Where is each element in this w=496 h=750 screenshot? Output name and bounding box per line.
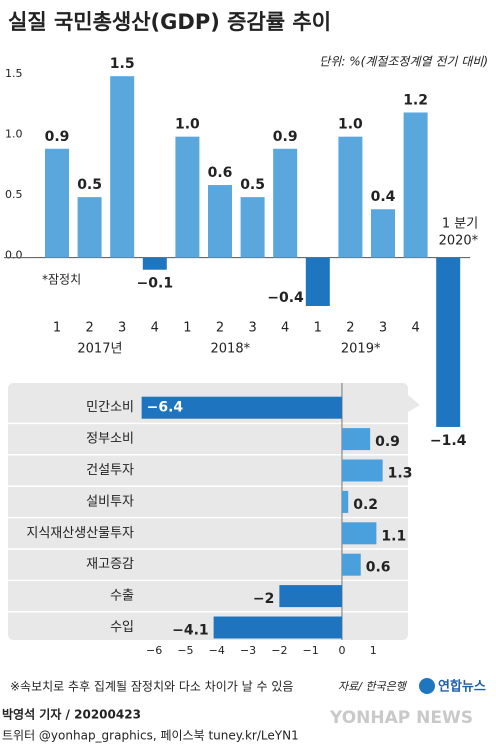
x-tick-label: −4 [209, 644, 225, 657]
bar [213, 616, 342, 639]
x-tick-label: 3 [379, 321, 387, 336]
x-tick-label: −3 [240, 644, 256, 657]
panel [8, 383, 420, 640]
x-tick-label: 1 분기 [442, 217, 478, 232]
footnote: ※속보치로 추후 집계될 잠정치와 다소 차이가 날 수 있음 [10, 680, 293, 694]
value-label: −2 [253, 591, 274, 607]
y-tick-label: 0.0 [5, 249, 23, 262]
bar [141, 396, 342, 419]
x-tick-label: 4 [151, 321, 159, 336]
bar [240, 197, 265, 258]
year-label: 2019* [341, 342, 381, 357]
y-tick-label: 1.0 [5, 128, 23, 141]
category-label: 수입 [110, 620, 134, 635]
category-label: 정부소비 [86, 432, 134, 447]
x-tick-label: −6 [146, 644, 162, 657]
x-tick-label: 1 [314, 321, 322, 336]
byline: 박영석 기자 / 20200423 [2, 707, 141, 722]
value-label: 0.5 [240, 177, 265, 193]
x-tick-label: −2 [271, 644, 287, 657]
x-tick-label: 3 [248, 321, 256, 336]
value-label: −4.1 [172, 623, 209, 639]
category-label: 재고증감 [86, 557, 134, 572]
category-label: 수출 [110, 589, 134, 604]
value-label: −0.1 [137, 276, 174, 292]
value-label: 0.6 [208, 165, 233, 181]
bar [175, 136, 200, 258]
value-label: −0.4 [267, 290, 304, 306]
value-label: 0.6 [366, 560, 391, 576]
value-label: 1.2 [403, 92, 428, 108]
y-tick-label: 1.5 [5, 67, 23, 80]
x-tick-label: 1 [370, 644, 377, 657]
bar [273, 148, 298, 258]
year-label: 2017년 [77, 342, 122, 357]
source: 자료/ 한국은행 [338, 680, 408, 693]
value-label: 1.0 [338, 117, 363, 133]
bar [403, 112, 428, 258]
category-label: 설비투자 [86, 494, 134, 509]
y-tick-label: 0.5 [5, 188, 23, 201]
bar [341, 522, 377, 545]
value-label: −1.4 [430, 433, 467, 449]
bar [341, 553, 361, 576]
x-tick-label: 4 [281, 321, 289, 336]
value-label: 0.9 [273, 129, 298, 145]
value-label: 1.3 [388, 466, 413, 482]
bar [142, 257, 167, 270]
bar [341, 428, 371, 451]
x-tick-label: 4 [411, 321, 419, 336]
bar [371, 209, 395, 258]
category-label: 민간소비 [86, 400, 134, 415]
bar [341, 459, 383, 482]
x-tick-label: 1 [183, 321, 191, 336]
value-label: 1.0 [175, 117, 200, 133]
category-label: 지식재산생산물투자 [26, 526, 134, 541]
bar [45, 148, 69, 258]
subtitle: 단위: %(계절조정계열 전기 대비) [319, 55, 488, 69]
x-tick-label: −5 [177, 644, 193, 657]
value-label: −6.4 [147, 400, 184, 416]
x-tick-label: 2 [216, 321, 224, 336]
bar [341, 490, 349, 513]
value-label: 0.2 [353, 497, 378, 513]
x-tick-label: 0 [338, 644, 345, 657]
annotation: *잠정치 [42, 273, 81, 287]
value-label: 0.9 [45, 129, 70, 145]
x-tick-label: 2 [346, 321, 354, 336]
x-tick-label: 2 [85, 321, 93, 336]
value-label: 1.1 [381, 528, 406, 544]
logo: 연합뉴스 [438, 679, 486, 695]
bar [208, 185, 232, 258]
x-tick-label: −1 [303, 644, 319, 657]
bar [110, 76, 135, 258]
value-label: 0.9 [375, 434, 400, 450]
category-label: 건설투자 [86, 463, 134, 478]
bar [305, 257, 330, 306]
x-tick-label: 1 [53, 321, 61, 336]
social: 트위터 @yonhap_graphics, 페이스북 tuney.kr/LeYN… [2, 729, 299, 743]
value-label: 0.5 [77, 177, 102, 193]
bar [279, 585, 342, 608]
year-label: 2018* [211, 342, 251, 357]
year-label: 2020* [439, 234, 479, 249]
watermark: YONHAP NEWS [329, 708, 473, 728]
value-label: 1.5 [110, 56, 135, 72]
x-tick-label: 3 [118, 321, 126, 336]
logo-icon [419, 678, 435, 694]
chart-title: 실질 국민총생산(GDP) 증감률 추이 [8, 10, 331, 34]
bar [338, 136, 363, 258]
bar [77, 197, 102, 258]
value-label: 0.4 [371, 189, 396, 205]
bar [436, 257, 461, 427]
